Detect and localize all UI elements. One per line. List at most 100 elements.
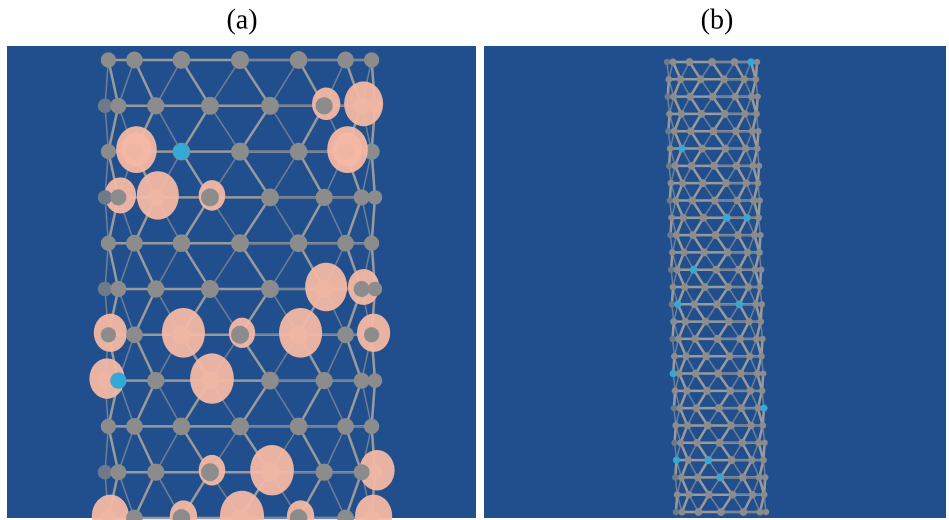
panel-label: (b) — [701, 4, 734, 35]
charge-lobe-negative — [678, 145, 685, 152]
panel-b-background — [484, 46, 946, 518]
atom — [316, 372, 333, 389]
panel-a-background — [7, 46, 476, 518]
atom — [745, 318, 753, 326]
atom — [672, 474, 678, 480]
atom — [690, 300, 698, 308]
atom — [699, 179, 707, 187]
atom — [709, 93, 717, 101]
atom — [147, 372, 164, 389]
atom — [669, 336, 675, 342]
atom — [337, 52, 354, 69]
atom — [667, 232, 673, 238]
atom — [748, 93, 755, 100]
atom — [684, 422, 692, 430]
atom — [126, 326, 143, 343]
atom — [750, 197, 757, 204]
atom — [761, 440, 767, 446]
charge-lobe-negative — [705, 456, 712, 463]
atom — [316, 189, 333, 206]
atom — [713, 300, 721, 308]
atom — [754, 59, 760, 65]
atom — [726, 387, 734, 395]
atom — [354, 281, 370, 297]
atom — [741, 110, 749, 118]
atom — [731, 93, 739, 101]
atom — [709, 127, 717, 135]
atom — [753, 111, 760, 118]
atom — [752, 301, 759, 308]
atom — [101, 52, 116, 67]
atom — [110, 281, 126, 297]
atom — [747, 387, 755, 395]
atom — [738, 404, 746, 412]
atom — [261, 372, 279, 390]
atom — [354, 373, 370, 389]
atom — [753, 335, 760, 342]
atom — [676, 405, 683, 412]
atom — [672, 162, 679, 169]
atom — [670, 284, 677, 291]
atom — [201, 463, 219, 481]
atom — [678, 474, 685, 481]
atom — [749, 128, 756, 135]
atom — [364, 327, 379, 342]
atom — [665, 76, 672, 83]
atom — [757, 232, 763, 238]
atom — [668, 266, 674, 272]
atom — [680, 214, 688, 222]
atom — [677, 110, 685, 118]
atom — [669, 58, 676, 65]
atom — [368, 373, 382, 387]
atom — [126, 418, 143, 435]
atom — [702, 318, 710, 326]
atom — [684, 456, 692, 464]
atom — [686, 93, 694, 101]
atom — [231, 143, 249, 161]
atom — [763, 509, 769, 515]
atom — [722, 179, 730, 187]
figure: (a) (b) — [0, 0, 949, 520]
atom — [711, 231, 719, 239]
atom — [695, 508, 703, 516]
atom — [98, 99, 112, 113]
atom — [672, 422, 679, 429]
atom — [670, 93, 677, 100]
atom — [665, 128, 671, 134]
atom — [689, 231, 697, 239]
atom — [752, 76, 759, 83]
atom — [724, 283, 732, 291]
atom — [670, 318, 677, 325]
charge-lobe — [305, 263, 347, 311]
atom — [672, 197, 679, 204]
atom — [337, 418, 354, 435]
atom — [364, 419, 379, 434]
charge-lobe — [344, 81, 383, 126]
atom — [701, 283, 709, 291]
charge-lobe-negative — [743, 214, 750, 221]
atom — [733, 162, 741, 170]
atom — [231, 417, 249, 435]
atom — [673, 231, 680, 238]
atom — [201, 97, 219, 115]
atom — [759, 301, 765, 307]
atom — [757, 197, 763, 203]
atom — [733, 197, 741, 205]
atom — [728, 456, 736, 464]
atom — [671, 353, 678, 360]
atom — [101, 236, 116, 251]
charge-lobe-negative — [690, 266, 697, 273]
atom — [337, 235, 354, 252]
atom — [290, 418, 308, 436]
atom — [759, 422, 766, 429]
atom — [731, 58, 739, 66]
atom — [762, 474, 768, 480]
atom — [671, 440, 677, 446]
atom — [680, 249, 688, 257]
atom — [740, 76, 748, 84]
atom — [716, 439, 724, 447]
atom — [678, 508, 685, 515]
atom — [748, 456, 756, 464]
atom — [720, 75, 728, 83]
atom — [754, 93, 760, 99]
